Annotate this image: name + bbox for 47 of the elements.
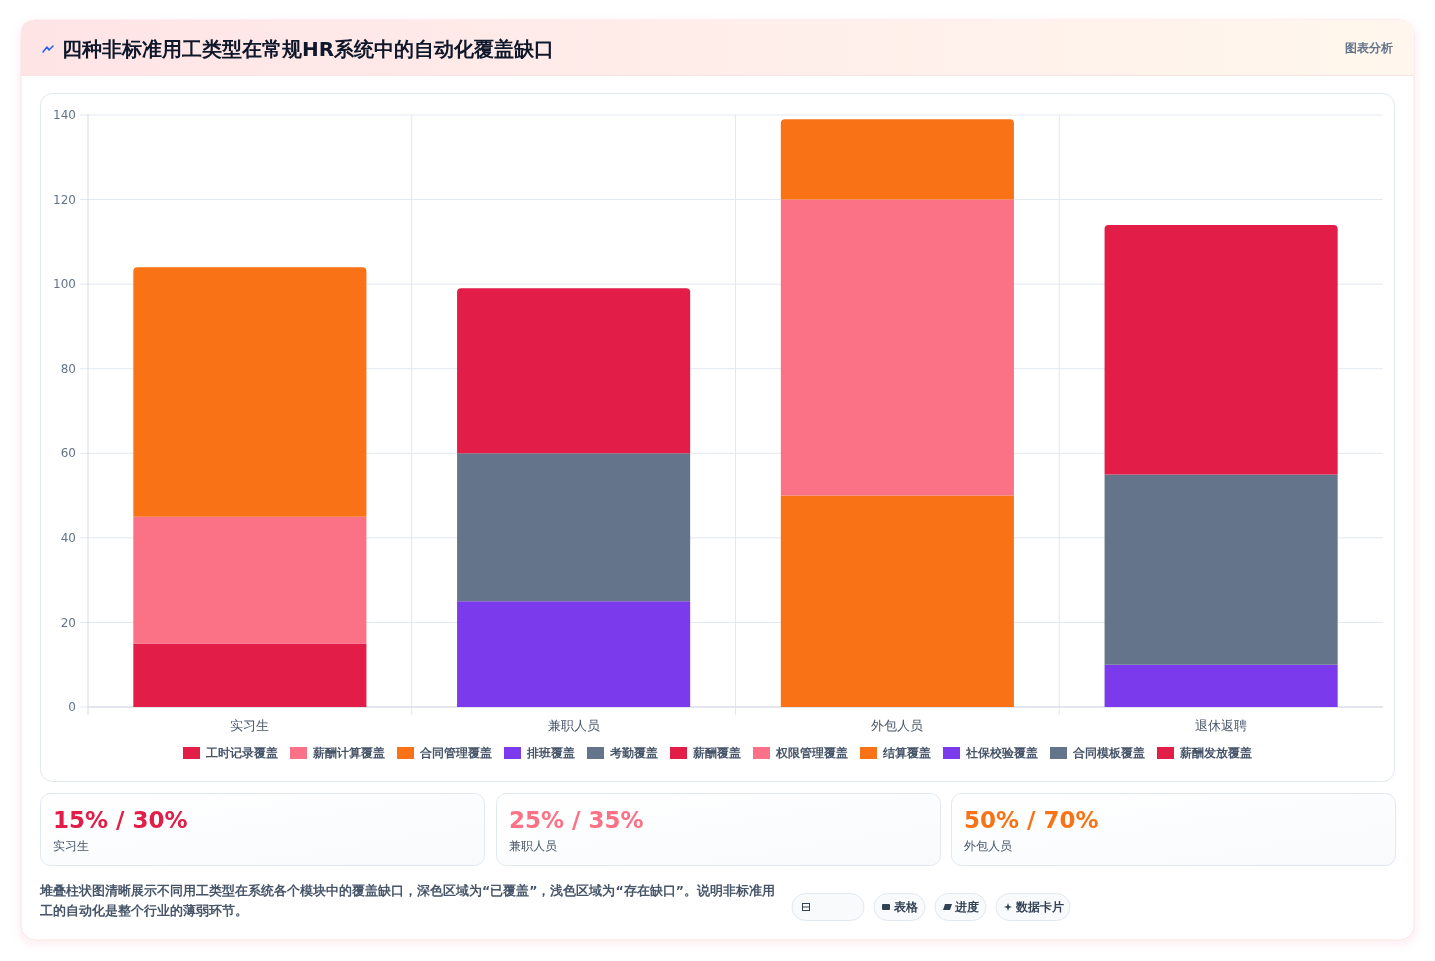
text: 数据卡片: [1015, 900, 1064, 915]
legend-label: 薪酬发放覆盖: [1179, 746, 1252, 761]
text: 实习生: [53, 839, 89, 854]
text: 进度: [954, 900, 979, 915]
y-tick-label: 100: [53, 277, 76, 292]
x-tick-label: 兼职人员: [547, 718, 600, 734]
y-tick-label: 120: [53, 192, 76, 207]
legend-label: 社保校验覆盖: [965, 746, 1038, 761]
chart-title: 四种非标准用工类型在常规HR系统中的自动化覆盖缺口: [62, 37, 555, 61]
text: 图表分析: [1345, 41, 1393, 56]
bar: [780, 199, 1014, 496]
y-tick-label: 40: [60, 531, 76, 546]
bar: [457, 288, 691, 454]
text: 堆叠柱状图清晰展示不同用工类型在系统各个模块中的覆盖缺口，深色区域为“已覆盖”，浅色区域为“存在缺口”。说明非标准用工的自动化是整个行业的薄弱环节。: [40, 882, 776, 920]
text: 50% / 70%: [964, 807, 1099, 834]
legend-label: 排班覆盖: [526, 746, 575, 761]
y-tick-label: 0: [68, 700, 76, 715]
bar: [133, 643, 367, 707]
legend-label: 薪酬计算覆盖: [312, 746, 385, 761]
bar: [133, 516, 367, 644]
x-tick-label: 外包人员: [871, 718, 924, 734]
text: 表格: [893, 900, 919, 915]
bar: [133, 267, 367, 517]
text: 15% / 30%: [53, 807, 188, 834]
legend-label: 薪酬覆盖: [692, 746, 741, 761]
x-tick-label: 实习生: [230, 718, 270, 734]
text: 外包人员: [964, 839, 1012, 854]
y-tick-label: 20: [60, 615, 76, 630]
legend-label: 工时记录覆盖: [205, 746, 278, 761]
legend-label: 权限管理覆盖: [775, 746, 848, 761]
legend-label: 合同管理覆盖: [419, 746, 492, 761]
bar: [1104, 664, 1338, 707]
legend-label: 考勤覆盖: [609, 746, 658, 761]
y-tick-label: 140: [53, 108, 76, 123]
text: 兼职人员: [509, 839, 557, 854]
legend-label: 合同模板覆盖: [1072, 746, 1145, 761]
bar: [1104, 224, 1338, 475]
bar: [780, 495, 1014, 707]
legend-label: 结算覆盖: [882, 746, 931, 761]
bar: [457, 453, 691, 602]
bar: [457, 601, 691, 707]
text: 25% / 35%: [509, 807, 644, 834]
bar: [1104, 474, 1338, 665]
bar: [780, 119, 1014, 200]
y-tick-label: 80: [60, 361, 76, 376]
x-tick-label: 退休返聘: [1195, 718, 1248, 734]
y-tick-label: 60: [60, 446, 76, 461]
